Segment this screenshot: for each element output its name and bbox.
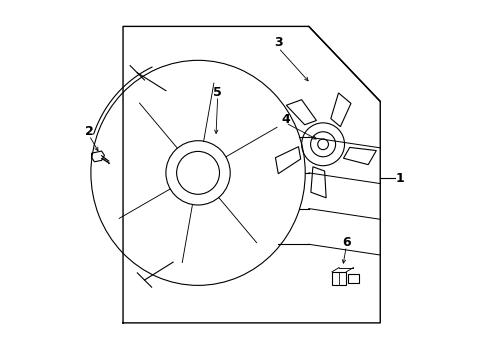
- Text: 1: 1: [395, 172, 404, 185]
- Text: 4: 4: [281, 113, 289, 126]
- Text: 6: 6: [341, 236, 350, 249]
- Text: 2: 2: [84, 125, 93, 138]
- Text: 5: 5: [213, 86, 222, 99]
- Text: 3: 3: [274, 36, 282, 49]
